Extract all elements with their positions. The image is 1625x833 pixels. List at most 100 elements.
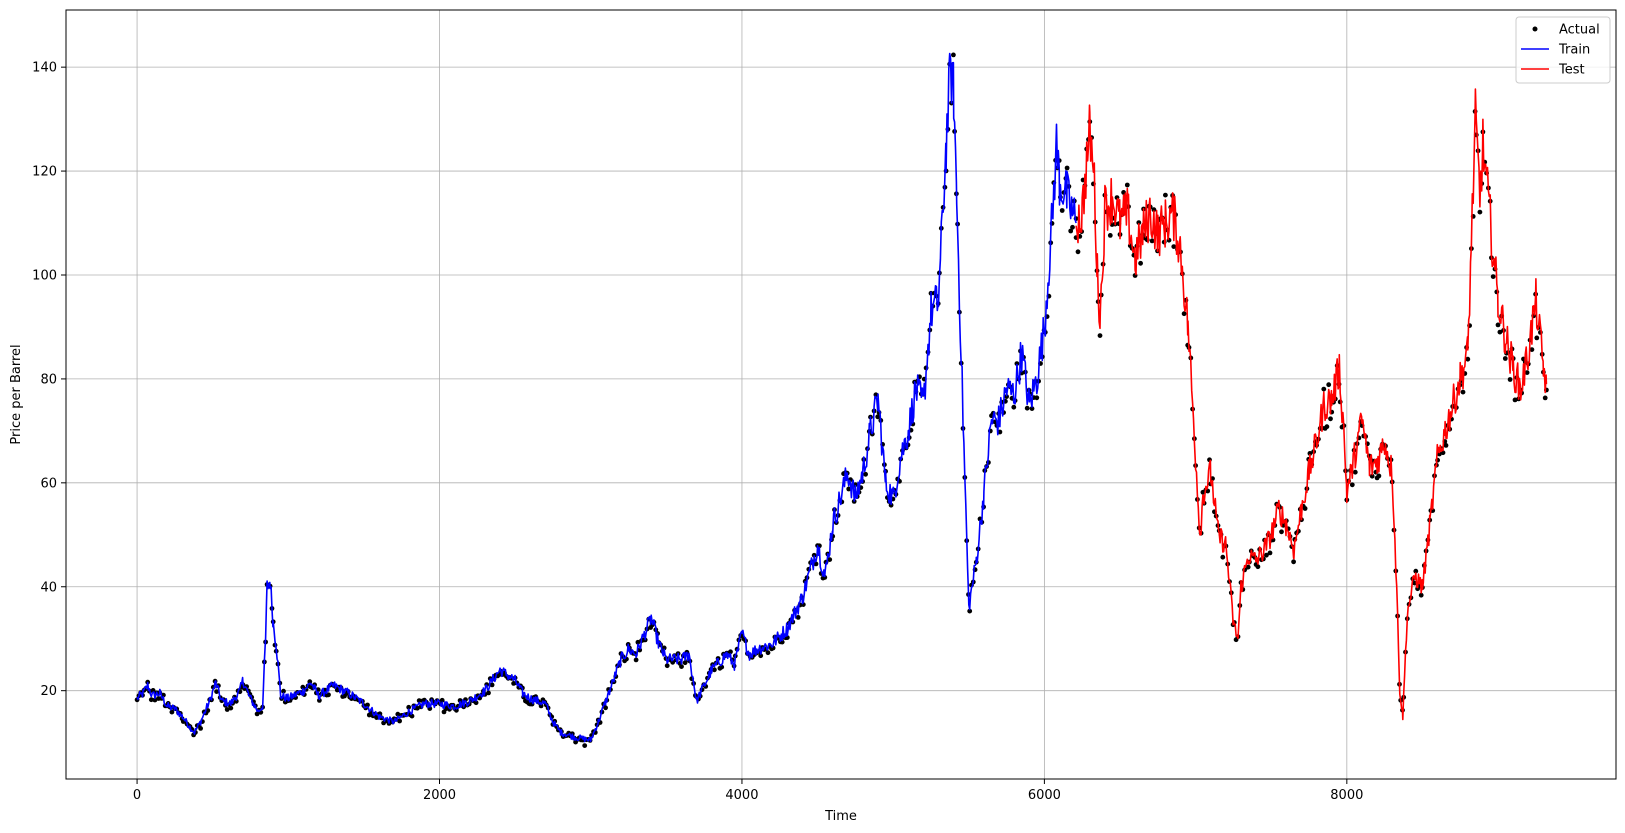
- legend-label-actual: Actual: [1559, 23, 1600, 38]
- actual-point: [1064, 165, 1070, 171]
- actual-point: [846, 486, 852, 492]
- actual-point: [1542, 395, 1548, 401]
- actual-point: [397, 718, 402, 724]
- actual-point: [1151, 207, 1157, 213]
- actual-point: [538, 703, 544, 709]
- actual-point: [1512, 397, 1518, 403]
- actual-point: [795, 615, 801, 620]
- actual-point: [415, 705, 420, 711]
- actual-point: [1490, 274, 1496, 279]
- actual-point: [254, 711, 260, 717]
- actual-point: [679, 664, 684, 669]
- actual-point: [582, 743, 588, 748]
- actual-point: [148, 697, 154, 703]
- legend-box: [1515, 16, 1611, 84]
- actual-point: [1413, 568, 1419, 574]
- actual-point: [664, 663, 670, 669]
- actual-point: [489, 682, 495, 688]
- actual-point: [224, 707, 230, 712]
- actual-point: [1070, 224, 1075, 230]
- actual-point: [1302, 506, 1308, 511]
- actual-point: [1349, 482, 1355, 488]
- actual-point: [1011, 404, 1017, 410]
- actual-point: [1255, 564, 1261, 570]
- y-tick-label: 40: [40, 580, 57, 595]
- actual-point: [1034, 395, 1040, 401]
- actual-point: [416, 698, 422, 703]
- actual-point: [1326, 382, 1332, 388]
- actual-point: [406, 704, 412, 710]
- actual-point: [1495, 322, 1501, 328]
- actual-point: [1004, 394, 1009, 399]
- actual-point: [967, 608, 973, 614]
- actual-point: [281, 688, 286, 694]
- actual-point: [317, 698, 322, 703]
- y-tick-label: 120: [32, 165, 57, 180]
- actual-point: [1328, 416, 1333, 422]
- actual-point: [603, 705, 608, 711]
- actual-point: [1321, 386, 1327, 392]
- actual-point: [457, 698, 463, 703]
- actual-point: [152, 697, 158, 703]
- actual-point: [863, 471, 868, 477]
- actual-point: [1264, 552, 1269, 558]
- actual-point: [1529, 347, 1535, 352]
- actual-point: [439, 697, 445, 703]
- actual-point: [1245, 564, 1251, 570]
- y-tick-label: 100: [32, 268, 57, 283]
- actual-point: [1534, 335, 1540, 341]
- actual-point: [1376, 473, 1382, 479]
- actual-point: [1124, 182, 1130, 188]
- actual-point: [633, 657, 639, 663]
- y-tick-label: 60: [40, 476, 57, 491]
- actual-point: [635, 639, 641, 645]
- actual-point: [1068, 228, 1074, 234]
- y-tick-label: 140: [32, 61, 57, 76]
- actual-point: [1291, 559, 1296, 565]
- actual-point: [365, 702, 370, 708]
- actual-point: [1369, 473, 1375, 479]
- y-tick-label: 80: [40, 372, 57, 387]
- legend-label-test: Test: [1558, 63, 1585, 78]
- actual-point: [1267, 550, 1273, 556]
- actual-point: [1418, 592, 1424, 598]
- actual-point: [712, 667, 717, 673]
- legend-label-train: Train: [1558, 43, 1590, 58]
- legend: Actual Train Test: [1515, 16, 1611, 84]
- actual-point: [1149, 238, 1155, 244]
- series-line-train: [136, 52, 1077, 743]
- actual-point: [1181, 311, 1187, 317]
- legend-marker-actual: [1532, 26, 1538, 32]
- actual-point: [1497, 329, 1503, 335]
- actual-point: [875, 414, 881, 420]
- y-tick-label: 20: [40, 684, 57, 699]
- actual-point: [1502, 356, 1508, 361]
- actual-point: [951, 52, 956, 58]
- actual-point: [454, 707, 459, 713]
- actual-point: [486, 690, 491, 696]
- actual-point: [1059, 208, 1065, 213]
- x-tick-label: 2000: [423, 788, 456, 803]
- actual-point: [888, 502, 894, 508]
- actual-point: [728, 649, 733, 655]
- actual-point: [1465, 356, 1471, 362]
- actual-point: [1524, 370, 1530, 375]
- actual-point: [1460, 389, 1466, 395]
- actual-point: [1024, 405, 1030, 411]
- actual-point: [827, 557, 833, 562]
- actual-point: [661, 645, 667, 651]
- y-axis-label: Price per Barrel: [9, 344, 24, 444]
- actual-point: [1136, 220, 1142, 226]
- x-axis-ticks: 0 2000 4000 6000 8000: [133, 779, 1363, 803]
- actual-point: [1507, 377, 1513, 382]
- actual-point: [758, 653, 764, 659]
- actual-point: [1279, 529, 1284, 535]
- actual-point: [682, 660, 688, 666]
- x-tick-label: 0: [133, 788, 141, 803]
- series-line-test: [1075, 88, 1548, 721]
- actual-point: [1171, 244, 1177, 250]
- actual-point: [233, 698, 239, 704]
- y-axis-ticks: 20 40 60 80 100 120 140: [32, 61, 66, 699]
